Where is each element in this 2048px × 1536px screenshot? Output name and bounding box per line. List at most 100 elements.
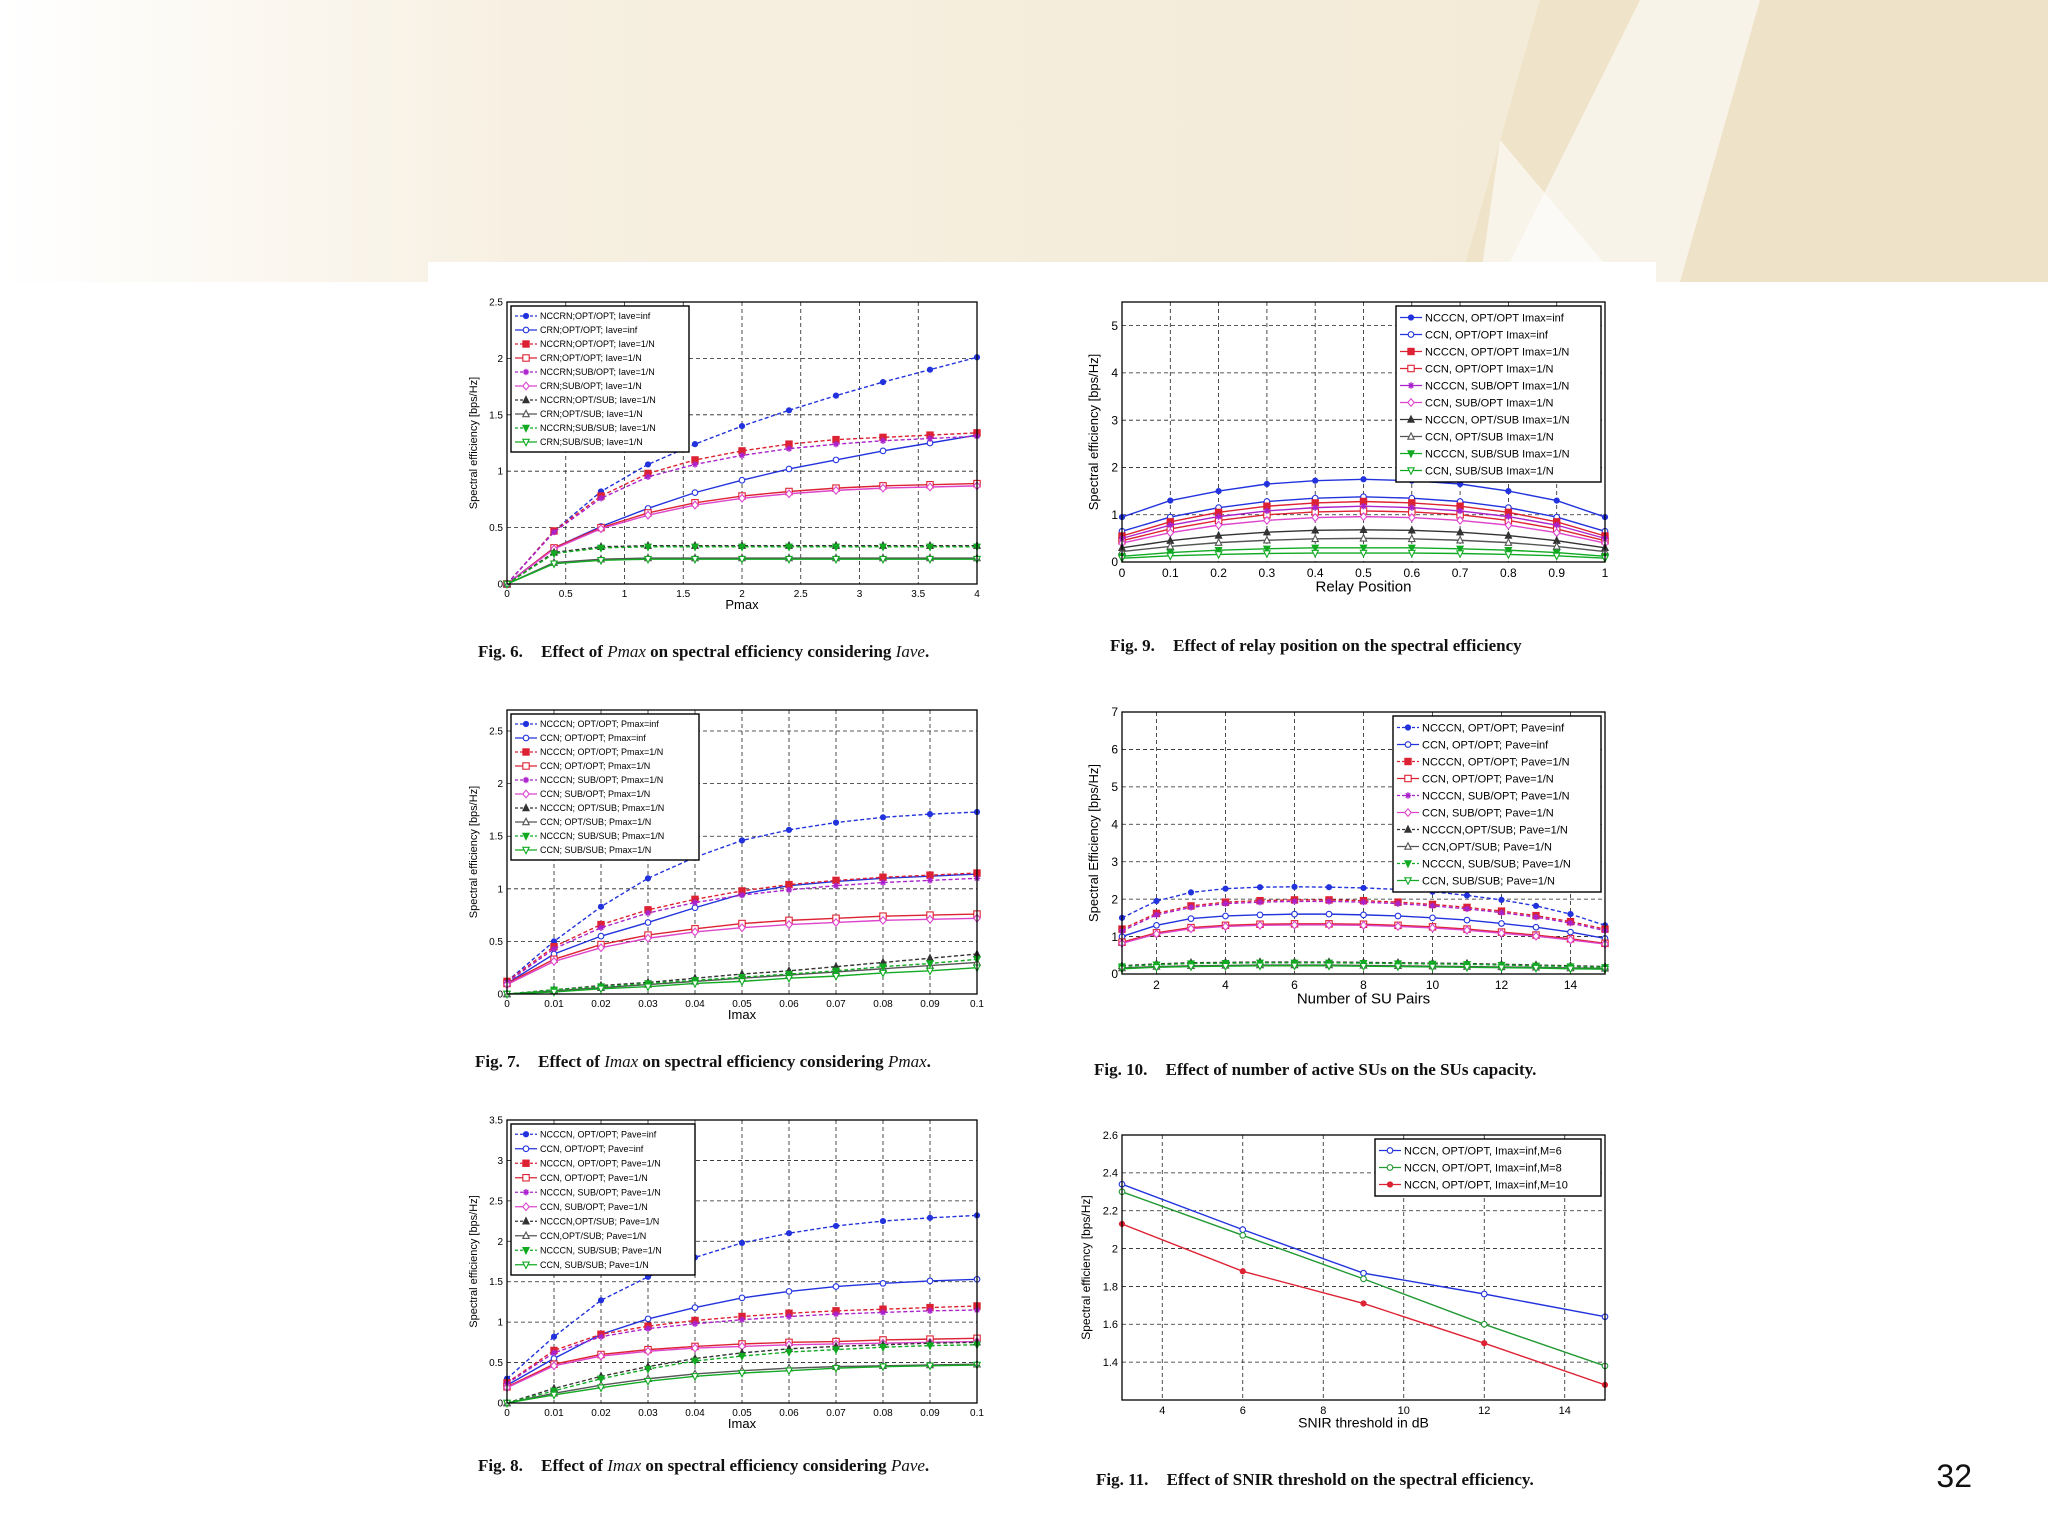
x-tick-label: 0: [504, 1408, 510, 1419]
legend-label: NCCCN; SUB/OPT; Pmax=1/N: [540, 775, 663, 785]
legend-label: CCN, OPT/OPT; Pave=inf: [540, 1144, 644, 1154]
legend: NCCCN, OPT/OPT; Pave=inf CCN, OPT/OPT; Pa…: [510, 1123, 696, 1276]
y-tick-label: 0.5: [489, 1358, 503, 1369]
legend-marker: [1403, 841, 1413, 850]
y-axis-label: Spectral efficiency [bps/Hz]: [468, 786, 480, 918]
legend-item: CCN, OPT/OPT; Pave=1/N: [515, 1173, 648, 1183]
legend-item: NCCN, OPT/OPT, Imax=inf,M=8: [1379, 1162, 1562, 1174]
data-point: [738, 923, 746, 933]
data-point: [1532, 902, 1540, 909]
legend-label: NCCCN, SUB/SUB; Pave=1/N: [1422, 858, 1571, 870]
data-point: [1553, 521, 1560, 529]
legend-box: [1374, 1138, 1602, 1197]
data-point: [925, 967, 935, 976]
y-tick-label: 3: [1111, 413, 1118, 427]
data-point: [550, 1349, 558, 1357]
data-point: [1428, 963, 1437, 972]
legend-item: NCCCN, SUB/OPT Imax=1/N: [1400, 380, 1569, 392]
y-tick-label: 1: [497, 884, 503, 895]
caption-fig6: Fig. 6. Effect of Pmax on spectral effic…: [478, 642, 930, 661]
y-tick-label: 2.5: [489, 298, 503, 309]
data-point: [597, 495, 605, 502]
legend-item: NCCCN, OPT/SUB Imax=1/N: [1400, 414, 1570, 426]
series-9: [502, 543, 982, 589]
x-tick-label: 0.07: [826, 999, 846, 1010]
legend-item: NCCRN;SUB/OPT; Iave=1/N: [515, 367, 655, 377]
data-point: [1462, 964, 1472, 973]
y-tick-label: 2.5: [489, 727, 503, 738]
legend-item: NCCCN, SUB/SUB; Pave=1/N: [1397, 858, 1571, 870]
data-point: [691, 904, 699, 912]
data-point: [1186, 963, 1196, 972]
x-tick-label: 0: [504, 589, 510, 600]
x-tick-label: 0.5: [559, 589, 573, 600]
x-axis-label: Relay Position: [1316, 579, 1412, 596]
data-point: [925, 1362, 935, 1371]
legend-marker: [1406, 450, 1416, 459]
axes-frame: [1121, 711, 1606, 975]
legend-marker: [522, 762, 530, 770]
data-point: [785, 1313, 793, 1320]
data-point: [879, 378, 887, 386]
legend-marker: [1404, 757, 1412, 766]
data-point: [644, 875, 652, 882]
data-point: [784, 555, 794, 565]
x-tick-label: 0.08: [873, 1408, 893, 1419]
y-tick-label: 2.2: [1103, 1206, 1118, 1218]
data-point: [643, 1365, 653, 1374]
x-tick-label: 4: [1222, 978, 1229, 992]
data-point: [1504, 537, 1513, 546]
legend-marker: [521, 832, 531, 841]
legend-item: CCN,OPT/SUB; Pave=1/N: [1397, 841, 1552, 853]
y-tick-label: 2: [497, 779, 503, 790]
series-10: [1117, 962, 1610, 975]
y-tick-label: 3: [497, 1156, 503, 1167]
data-point: [1498, 909, 1505, 916]
data-point: [1360, 1275, 1367, 1283]
data-point: [1262, 527, 1271, 536]
x-tick-label: 14: [1564, 978, 1578, 992]
legend-label: NCCCN, OPT/OPT Imax=inf: [1425, 312, 1565, 324]
data-point: [879, 1309, 887, 1316]
x-axis-label: Imax: [728, 1416, 757, 1431]
data-point: [597, 924, 605, 931]
data-point: [1256, 898, 1264, 906]
data-point: [1456, 550, 1465, 559]
data-point: [1360, 1300, 1367, 1307]
data-point: [832, 1222, 840, 1230]
data-point: [1325, 910, 1333, 918]
legend-marker: [522, 734, 530, 742]
legend-marker: [1406, 431, 1416, 440]
data-point: [1567, 928, 1574, 936]
legend-item: NCCCN; SUB/OPT; Pmax=1/N: [515, 775, 663, 785]
legend-label: CCN, OPT/OPT; Pave=1/N: [1422, 773, 1554, 785]
legend-marker: [1404, 807, 1412, 818]
legend-box: [510, 1123, 696, 1276]
legend-marker: [522, 1131, 530, 1138]
data-point: [1311, 512, 1320, 523]
chart-fig7: 0 0.01 0.02 0.03 0.04 0.05 0.06 0.07 0.08 0.09 0.1…: [468, 709, 984, 1022]
x-tick-label: 3.5: [911, 589, 925, 600]
legend: NCCCN; OPT/OPT; Pmax=inf CCN; OPT/OPT; Pm…: [510, 713, 700, 861]
legend-marker: [1404, 741, 1412, 748]
legend-item: NCCRN;SUB/SUB; Iave=1/N: [515, 423, 656, 433]
data-point: [550, 1333, 558, 1340]
data-point: [1532, 913, 1540, 921]
legend-label: CRN;OPT/OPT; Iave=1/N: [540, 353, 642, 363]
caption-label: Fig. 11.: [1096, 1470, 1149, 1489]
legend-marker: [1403, 877, 1413, 886]
legend-item: NCCCN, OPT/OPT; Pave=inf: [1397, 722, 1565, 734]
data-point: [1360, 1269, 1367, 1277]
data-point: [1256, 884, 1264, 891]
data-point: [878, 543, 888, 552]
series-line: [1121, 900, 1606, 932]
legend-label: CCN, OPT/OPT; Pave=1/N: [540, 1173, 648, 1183]
y-axis-label: Spectral efficiency [bps/Hz]: [1086, 354, 1101, 511]
legend-item: CCN,OPT/SUB; Pave=1/N: [515, 1230, 646, 1241]
data-point: [1153, 897, 1160, 905]
data-point: [785, 886, 793, 894]
series-6: [503, 913, 981, 990]
legend-marker: [1407, 364, 1415, 373]
data-point: [1187, 889, 1195, 896]
